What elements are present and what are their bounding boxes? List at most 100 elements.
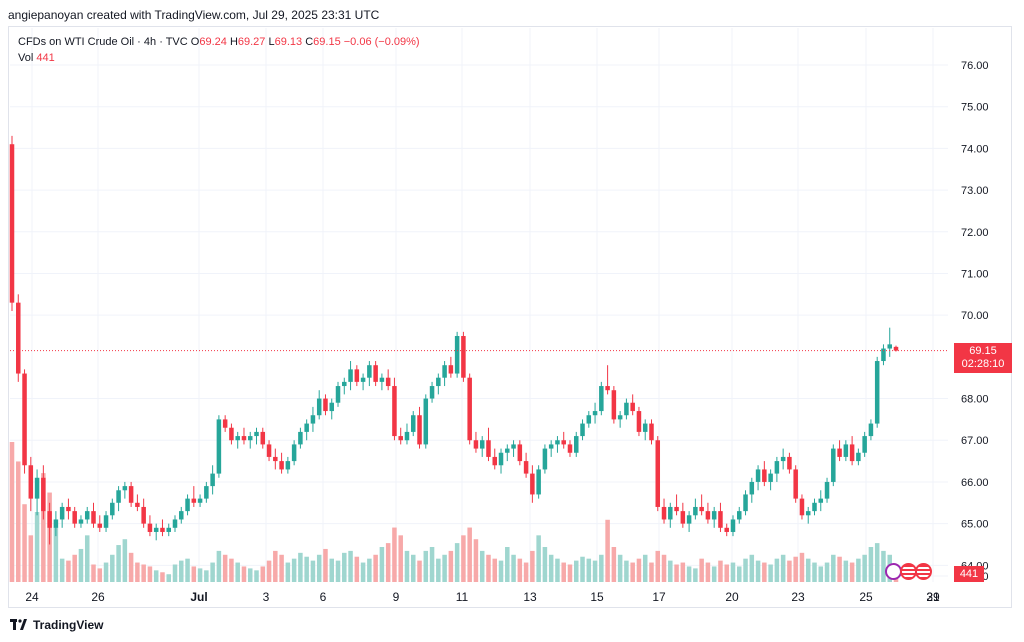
candle-body: [172, 519, 178, 528]
candle: [367, 361, 372, 387]
volume-bar: [780, 554, 786, 582]
candle-body: [210, 473, 215, 487]
volume-bar: [718, 560, 723, 582]
volume-bar: [492, 558, 498, 582]
volume-bar: [686, 566, 692, 582]
candle-body: [266, 444, 272, 457]
volume-bar: [367, 558, 372, 582]
candle-body: [222, 419, 228, 428]
volume-bar: [824, 562, 830, 582]
volume-bar: [749, 554, 755, 582]
candle: [793, 465, 798, 503]
close-value: 69.15: [313, 36, 341, 48]
candle: [505, 444, 510, 462]
candle: [824, 477, 830, 503]
candle: [97, 515, 103, 532]
candle: [680, 502, 686, 528]
candle-body: [285, 461, 291, 470]
volume-bar: [849, 562, 855, 582]
volume-bar: [254, 570, 259, 582]
candle: [755, 465, 761, 491]
volume-bar: [555, 558, 560, 582]
volume-bar: [505, 547, 510, 582]
volume-bar: [128, 552, 134, 582]
candle: [442, 361, 447, 387]
candlestick-chart[interactable]: 76.00 75.00 74.00 73.00 72.00 71.00 70.00 68.00…: [8, 26, 1012, 608]
candle: [191, 486, 197, 507]
candle: [862, 431, 867, 457]
candle: [730, 515, 736, 537]
volume-bar: [517, 558, 523, 582]
volume-bar: [266, 560, 272, 582]
volume-bar: [837, 556, 842, 582]
grid: [10, 28, 948, 582]
candle: [655, 436, 661, 512]
candle: [573, 431, 579, 457]
volume-bar: [642, 554, 648, 582]
candle: [868, 419, 874, 441]
candle-body: [72, 511, 77, 524]
footer-brand[interactable]: TradingView: [10, 618, 103, 632]
us-flag-event-icon[interactable]: [915, 563, 932, 580]
low-value: 69.13: [274, 36, 303, 48]
chart-frame: [8, 26, 1012, 608]
candle-body: [724, 527, 729, 532]
candle: [649, 419, 654, 445]
candle-body: [567, 444, 573, 453]
volume-bar: [805, 558, 811, 582]
volume-bar: [674, 564, 679, 582]
candle-body: [743, 494, 748, 512]
candle-body: [147, 523, 153, 532]
candle-body: [191, 498, 197, 503]
volume-bar: [699, 558, 704, 582]
volume-bar: [799, 552, 805, 582]
candle: [360, 373, 366, 391]
time-tick-label: 6: [320, 590, 327, 604]
price-axis: 76.00 75.00 74.00 73.00 72.00 71.00 70.00 68.00…: [961, 60, 989, 583]
candle-body: [699, 506, 704, 512]
volume-bar: [34, 512, 40, 582]
candle-body: [755, 469, 761, 482]
candle: [705, 502, 711, 524]
candle: [216, 415, 222, 478]
candle: [661, 498, 667, 524]
candle-body: [197, 498, 203, 503]
candle: [523, 452, 529, 478]
candle: [172, 515, 178, 532]
candle-body: [831, 448, 836, 482]
candle-body: [335, 386, 341, 403]
volume-bar: [856, 558, 861, 582]
candle-body: [530, 473, 535, 495]
volume-bar: [78, 548, 84, 582]
candle-body: [204, 486, 209, 499]
candle-body: [235, 436, 240, 441]
candle: [316, 390, 322, 420]
candle: [617, 411, 623, 428]
volume-bar: [304, 556, 309, 582]
candle-body: [392, 386, 397, 437]
volume-bar: [222, 554, 228, 582]
volume-bar: [661, 554, 667, 582]
volume-bar: [561, 562, 566, 582]
candle: [542, 444, 548, 474]
volume-bar: [881, 550, 886, 582]
high-value: 69.27: [237, 36, 266, 48]
candle-body: [34, 477, 40, 499]
volume-bar: [530, 550, 535, 582]
volume-bar: [342, 552, 347, 582]
candle: [812, 498, 817, 516]
candle: [385, 369, 391, 391]
volume-bar: [410, 554, 416, 582]
candle-body: [686, 515, 692, 524]
candle-body: [793, 469, 798, 499]
volume-bar: [116, 545, 121, 582]
volume-bar: [53, 527, 59, 582]
price-tick-label: 68.00: [961, 394, 989, 406]
candle-body: [762, 469, 767, 482]
candle-body: [780, 456, 786, 462]
candle: [247, 431, 253, 449]
time-tick-label: 31: [926, 590, 940, 604]
candle-body: [868, 423, 874, 437]
candle-body: [893, 346, 899, 351]
candle-body: [323, 398, 328, 412]
